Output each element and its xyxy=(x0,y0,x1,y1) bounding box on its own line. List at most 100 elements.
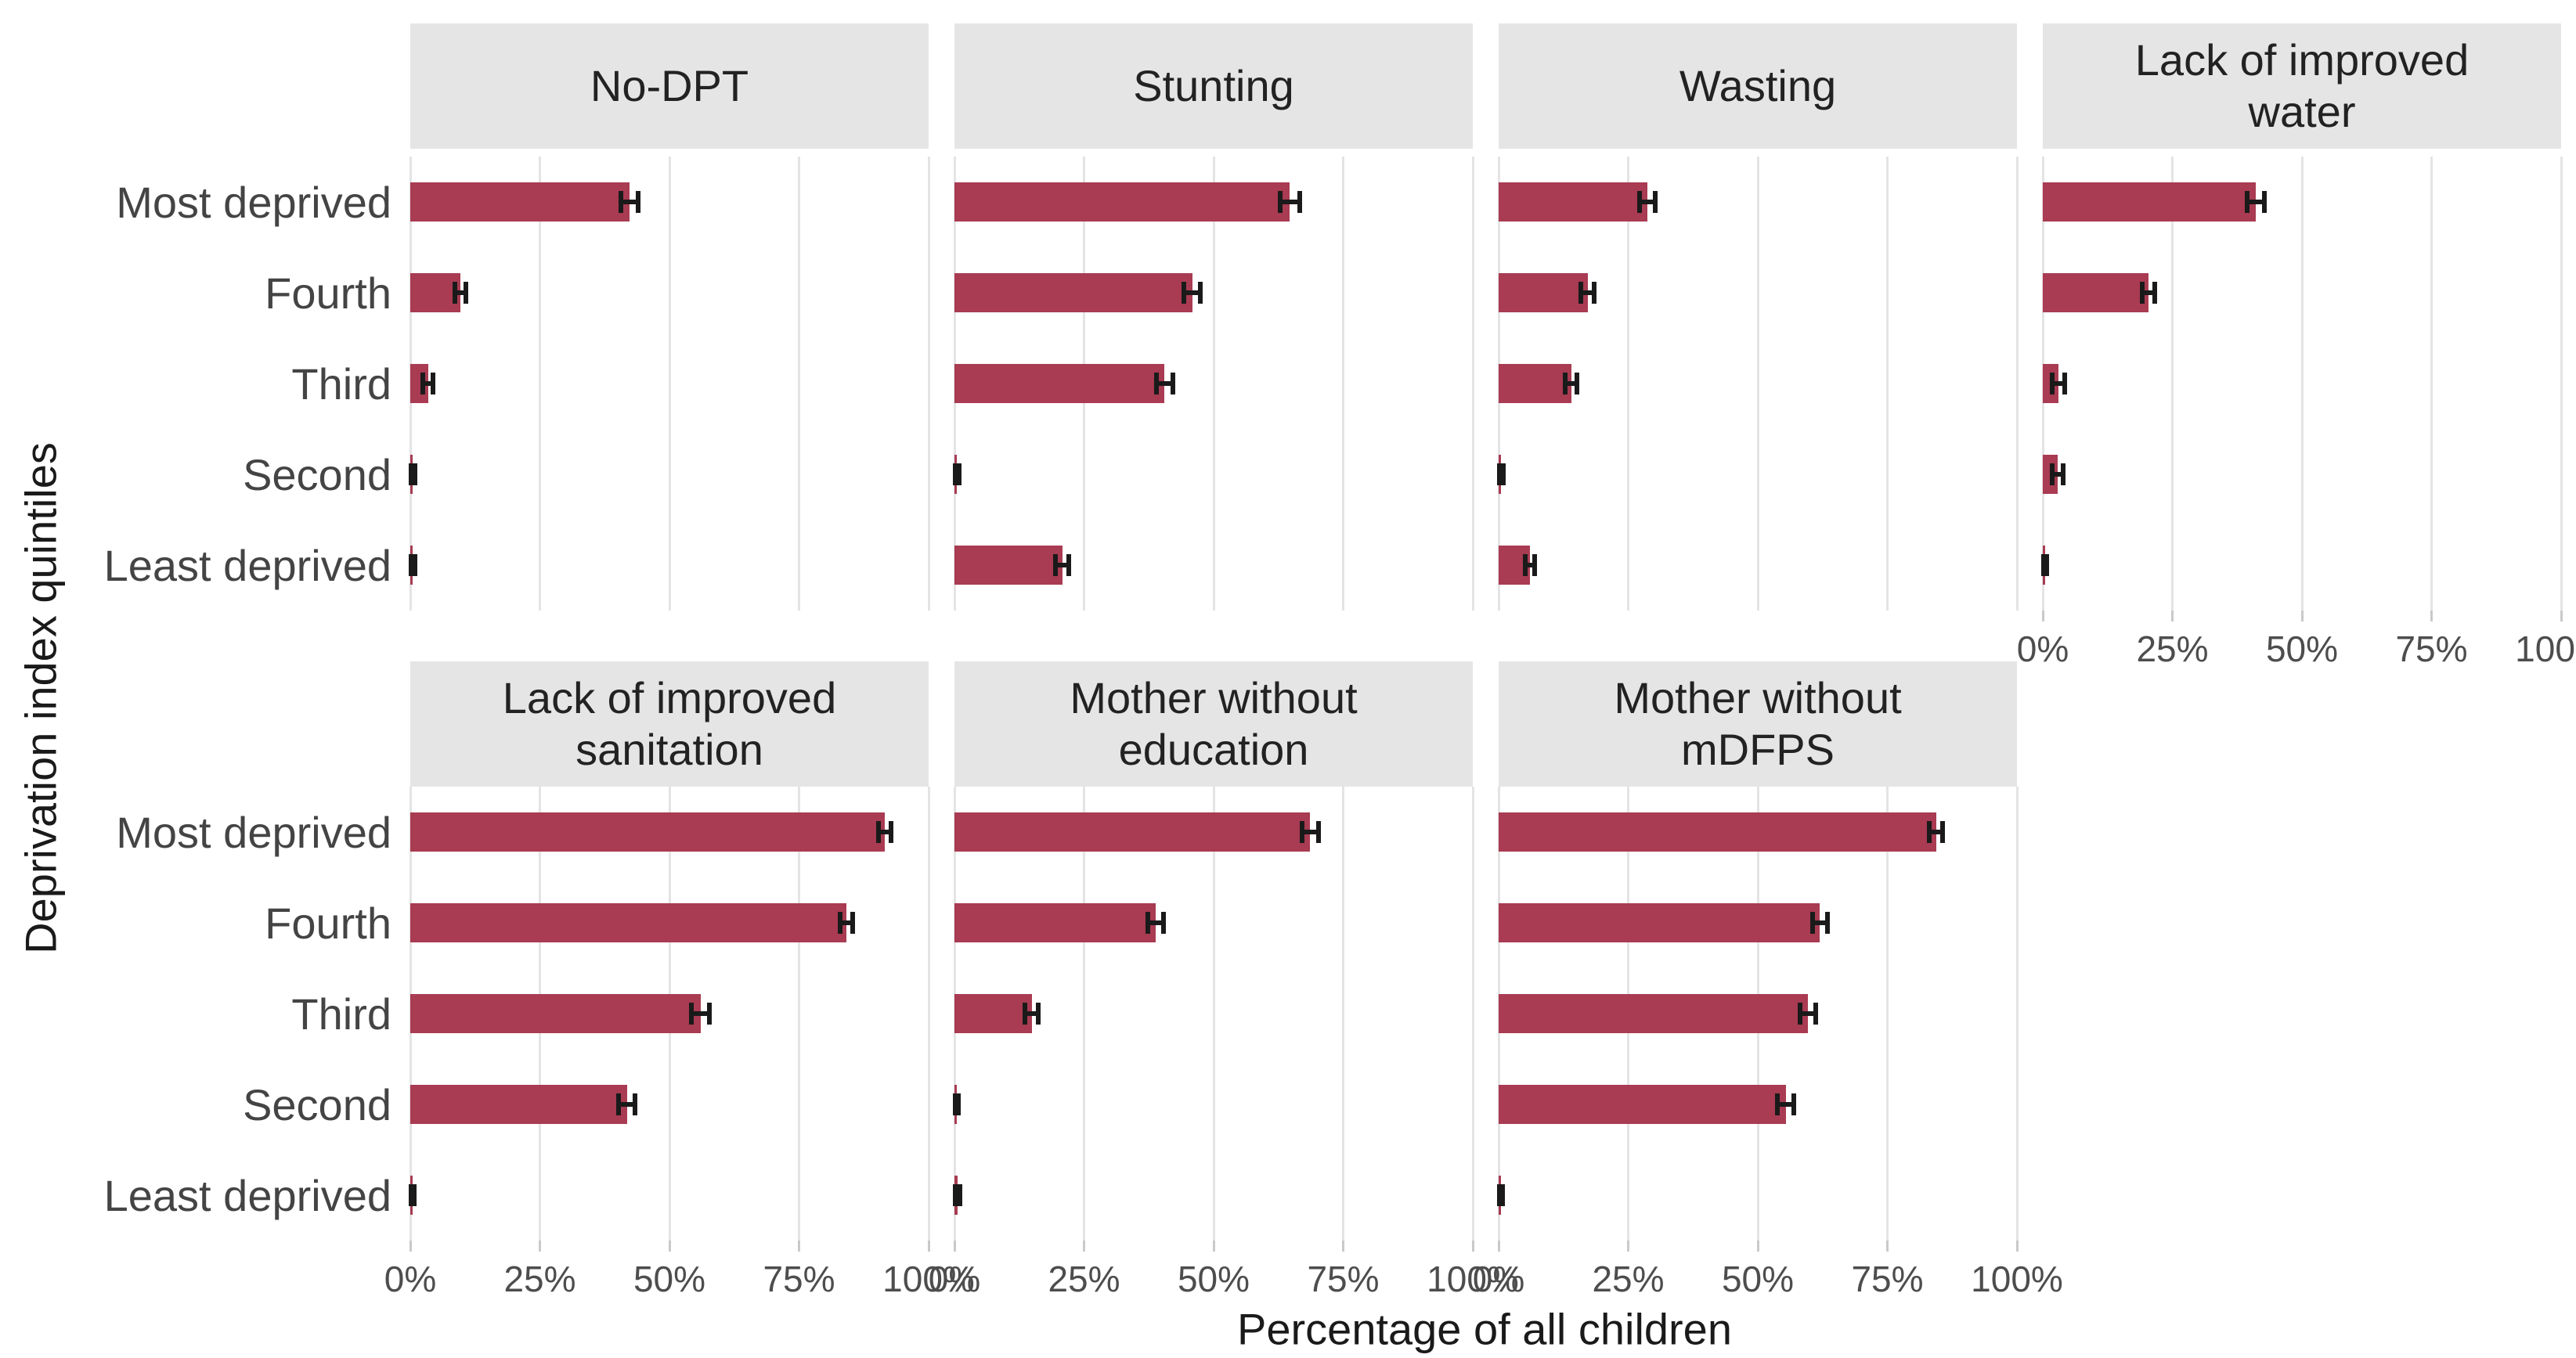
facet-plot xyxy=(1496,157,2019,611)
gridline xyxy=(1886,787,1889,1241)
error-bar-cap xyxy=(1532,554,1537,576)
x-axis-tick xyxy=(1471,1241,1474,1252)
x-axis-tick-label: 100% xyxy=(882,1259,975,1299)
facet-plot xyxy=(409,787,930,1241)
error-bar-cap xyxy=(689,1003,695,1025)
error-bar-cap xyxy=(1637,191,1643,213)
error-bar-cap xyxy=(875,821,881,843)
x-axis-tick xyxy=(2560,611,2563,621)
y-category-label: Fourth xyxy=(265,268,391,318)
x-axis-tick xyxy=(2300,611,2304,621)
x-axis-tick-label: 25% xyxy=(1048,1259,1120,1299)
gridline xyxy=(1471,157,1474,611)
x-axis-tick-label: 25% xyxy=(503,1259,576,1299)
gridline xyxy=(1886,157,1889,611)
bar xyxy=(954,903,1156,942)
error-bar-cap xyxy=(616,1093,622,1115)
gridline xyxy=(927,787,930,1241)
error-bar-cap xyxy=(1182,282,1187,304)
x-axis-tick xyxy=(2430,611,2433,621)
bar xyxy=(410,812,885,852)
error-bar-cap xyxy=(1927,821,1932,843)
error-bar xyxy=(620,200,639,204)
facet-title: Mother without mDFPS xyxy=(1614,672,1902,774)
error-bar-cap xyxy=(1825,912,1831,934)
facet-title: Lack of improved sanitation xyxy=(502,672,837,774)
error-bar xyxy=(1565,381,1577,386)
error-bar-cap xyxy=(2261,191,2267,213)
gridline xyxy=(798,157,800,611)
error-bar-cap xyxy=(1775,1093,1780,1115)
x-axis-tick xyxy=(2171,611,2174,621)
facet-strip: Stunting xyxy=(954,23,1473,149)
bar xyxy=(410,1085,627,1124)
x-axis-tick xyxy=(1342,1241,1344,1252)
error-bar-cap xyxy=(1940,821,1946,843)
error-bar-cap xyxy=(412,554,417,576)
error-bar-cap xyxy=(1297,191,1302,213)
bar xyxy=(1499,182,1647,222)
bar xyxy=(954,182,1290,222)
error-bar xyxy=(1640,200,1655,204)
error-bar-cap xyxy=(633,1093,638,1115)
error-bar-cap xyxy=(2049,373,2055,394)
error-bar-cap xyxy=(1053,554,1059,576)
gridline xyxy=(1627,157,1629,611)
x-axis-tick xyxy=(2015,1241,2019,1252)
error-bar xyxy=(1055,563,1070,567)
error-bar-cap xyxy=(1652,191,1658,213)
error-bar xyxy=(1777,1102,1795,1107)
x-axis-tick xyxy=(409,1241,412,1252)
x-axis-tick xyxy=(927,1241,930,1252)
gridline xyxy=(1342,787,1344,1241)
bar xyxy=(1499,903,1820,942)
facet-title: Mother without education xyxy=(1070,672,1358,774)
y-category-label: Second xyxy=(243,449,391,499)
error-bar-cap xyxy=(1522,554,1528,576)
bar xyxy=(410,182,630,222)
error-bar-cap xyxy=(1277,191,1283,213)
x-axis-tick xyxy=(668,1241,671,1252)
x-axis-title: Percentage of all children xyxy=(1237,1304,1732,1354)
error-bar-cap xyxy=(1497,1184,1503,1206)
error-bar-cap xyxy=(1315,821,1321,843)
gridline xyxy=(2171,157,2174,611)
error-bar xyxy=(2247,200,2264,204)
facet-plot xyxy=(1497,787,2019,1241)
error-bar-cap xyxy=(409,1184,414,1206)
error-bar-cap xyxy=(464,282,469,304)
facet-strip: Lack of improved sanitation xyxy=(410,661,929,787)
error-bar xyxy=(422,381,434,386)
error-bar-cap xyxy=(412,463,417,485)
error-bar-cap xyxy=(1592,282,1597,304)
error-bar xyxy=(619,1102,636,1107)
y-category-label: Most deprived xyxy=(116,807,391,857)
error-bar-cap xyxy=(1791,1093,1797,1115)
facet-title: Lack of improved water xyxy=(2134,34,2470,136)
error-bar-cap xyxy=(1500,1184,1506,1206)
error-bar-cap xyxy=(431,373,436,394)
gridline xyxy=(2560,157,2563,611)
gridline xyxy=(1083,787,1085,1241)
error-bar xyxy=(1025,1011,1039,1016)
y-category-label: Second xyxy=(243,1079,391,1129)
error-bar-cap xyxy=(618,191,623,213)
x-axis-tick-label: 50% xyxy=(633,1259,706,1299)
error-bar xyxy=(878,830,891,834)
error-bar-cap xyxy=(850,912,855,934)
error-bar-cap xyxy=(2041,554,2047,576)
error-bar-cap xyxy=(412,1184,417,1206)
error-bar-cap xyxy=(2245,191,2250,213)
error-bar-cap xyxy=(837,912,842,934)
bar xyxy=(954,994,1032,1033)
x-axis-tick xyxy=(1756,1241,1759,1252)
facet-plot xyxy=(2041,157,2563,611)
x-axis-tick-label: 0% xyxy=(2016,629,2069,669)
facet-strip: Wasting xyxy=(1499,23,2017,149)
error-bar xyxy=(1800,1011,1817,1016)
error-bar-cap xyxy=(888,821,893,843)
x-axis-tick xyxy=(539,1241,541,1252)
x-axis-tick-label: 50% xyxy=(1177,1259,1250,1299)
error-bar-cap xyxy=(408,463,413,485)
error-bar-cap xyxy=(956,1093,961,1115)
